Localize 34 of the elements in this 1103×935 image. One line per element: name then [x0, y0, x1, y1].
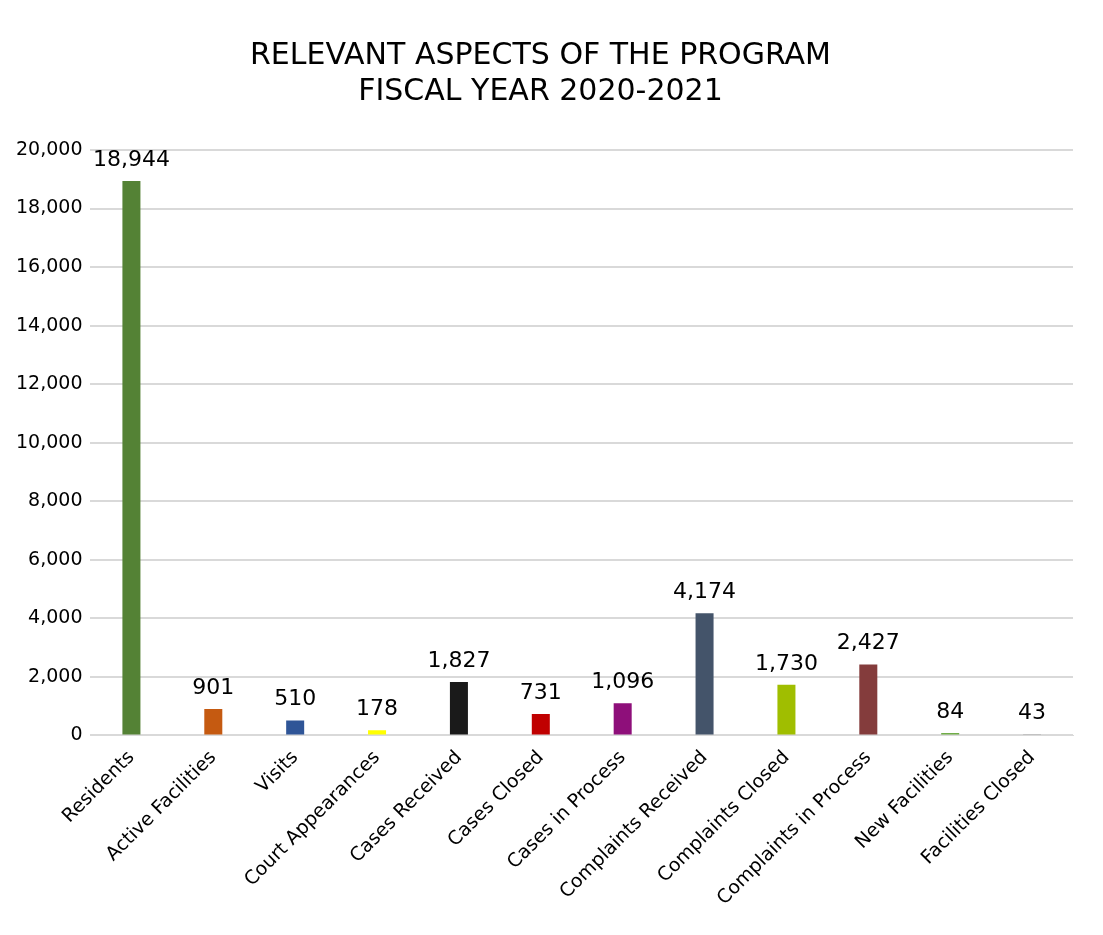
bar — [368, 730, 387, 735]
data-label: 18,944 — [92, 145, 170, 171]
bar — [613, 703, 632, 735]
bar — [286, 720, 305, 735]
data-label: 43 — [1018, 698, 1047, 724]
y-tick-label: 0 — [70, 722, 83, 745]
bar — [777, 684, 796, 735]
data-label: 901 — [192, 673, 235, 699]
data-label: 84 — [936, 697, 965, 723]
bar — [531, 714, 550, 735]
y-tick-label: 2,000 — [28, 663, 83, 686]
bar — [204, 709, 223, 735]
data-label: 1,730 — [754, 649, 818, 675]
data-label: 510 — [274, 685, 317, 711]
y-tick-label: 16,000 — [16, 254, 83, 277]
y-tick-label: 20,000 — [16, 136, 83, 159]
y-tick-label: 18,000 — [16, 195, 83, 218]
y-tick-label: 4,000 — [28, 605, 83, 628]
chart-title: RELEVANT ASPECTS OF THE PROGRAM FISCAL YEAR 2020-2021 — [250, 35, 831, 107]
bar — [859, 664, 878, 735]
y-tick-label: 6,000 — [28, 546, 83, 569]
data-label: 731 — [519, 678, 562, 704]
data-label: 2,427 — [836, 629, 900, 655]
bar — [449, 681, 468, 735]
data-label: 4,174 — [673, 577, 737, 603]
bar — [695, 613, 714, 735]
y-tick-label: 10,000 — [16, 429, 83, 452]
y-tick-label: 14,000 — [16, 312, 83, 335]
data-label: 1,827 — [427, 646, 491, 672]
data-label: 178 — [356, 694, 399, 720]
bar — [122, 180, 141, 735]
data-label: 1,096 — [591, 668, 655, 694]
y-tick-label: 12,000 — [16, 371, 83, 394]
y-tick-label: 8,000 — [28, 488, 83, 511]
